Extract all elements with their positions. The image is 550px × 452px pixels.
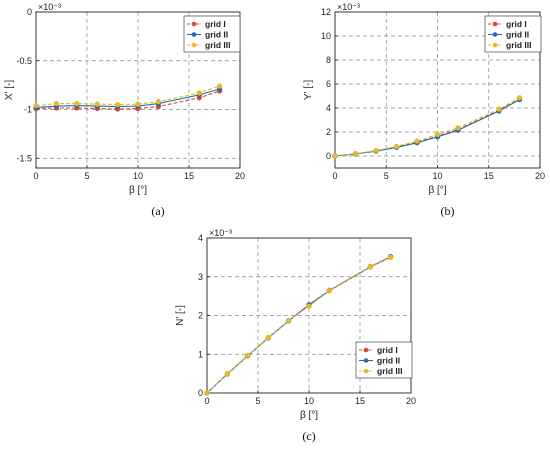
y-tick-label: 4 <box>198 233 203 243</box>
y-tick-label: 1 <box>198 349 203 359</box>
y-tick-label: 8 <box>326 55 331 65</box>
data-point <box>306 303 312 309</box>
y-tick-label: -0.5 <box>16 56 32 66</box>
data-point <box>216 83 223 89</box>
data-point <box>114 101 121 108</box>
legend-marker <box>492 42 498 48</box>
x-tick-label: 5 <box>255 396 260 406</box>
x-tick-label: 0 <box>332 171 337 181</box>
legend-marker <box>363 368 369 374</box>
y-exponent-label: ×10⁻³ <box>337 2 360 12</box>
legend-label: grid I <box>377 345 398 355</box>
y-tick-label: 12 <box>321 7 331 17</box>
panel-caption: (c) <box>302 429 315 443</box>
x-tick-label: 20 <box>535 171 545 181</box>
legend-marker <box>363 347 369 353</box>
data-point <box>196 90 202 96</box>
y-tick-label: 3 <box>198 272 203 282</box>
data-point <box>414 138 420 144</box>
data-point <box>155 99 162 105</box>
legend-label: grid II <box>205 30 228 40</box>
legend-marker <box>492 32 498 37</box>
data-point <box>285 317 292 324</box>
legend-label: grid III <box>506 40 532 50</box>
x-tick-label: 10 <box>432 171 442 181</box>
data-point <box>516 95 523 101</box>
y-tick-label: 10 <box>321 31 331 41</box>
data-point <box>387 254 394 261</box>
data-point <box>393 143 400 150</box>
legend-label: grid III <box>377 366 403 376</box>
x-tick-label: 0 <box>204 396 209 406</box>
legend-marker <box>191 21 197 27</box>
y-tick-label: 0 <box>326 151 331 161</box>
chart-a: 0 5 10 15 20 -1.5 -1 -0.5 0 ×10⁻³ β [°] X' [-] grid … <box>4 2 245 218</box>
y-tick-label: 4 <box>326 103 331 113</box>
y-tick-label: 6 <box>326 79 331 89</box>
data-point <box>135 101 141 107</box>
legend-marker <box>363 358 369 363</box>
x-tick-label: 20 <box>235 171 245 181</box>
data-point <box>245 352 251 359</box>
x-axis-label: β [°] <box>428 185 446 196</box>
series-line-3 <box>334 97 520 157</box>
series-line-1 <box>334 98 520 157</box>
data-point <box>455 125 461 131</box>
panel-caption: (a) <box>151 204 164 218</box>
data-point <box>74 101 80 107</box>
x-tick-label: 0 <box>33 171 38 181</box>
data-point <box>373 147 379 154</box>
y-tick-label: 2 <box>198 311 203 321</box>
data-point <box>265 334 271 341</box>
data-point <box>496 106 502 112</box>
x-tick-label: 15 <box>355 396 365 406</box>
legend-label: grid II <box>506 30 529 40</box>
x-tick-label: 10 <box>304 396 314 406</box>
y-axis-label: Y' [-] <box>303 80 314 100</box>
x-tick-label: 5 <box>84 171 89 181</box>
y-tick-label: -1.5 <box>16 153 32 163</box>
legend-label: grid II <box>377 356 400 366</box>
legend-label: grid I <box>205 19 226 29</box>
data-point <box>352 150 359 157</box>
legend-label: grid I <box>506 19 527 29</box>
y-axis-label: X' [-] <box>4 80 15 100</box>
data-point <box>33 102 39 109</box>
data-point <box>332 153 338 159</box>
y-tick-label: 0 <box>198 388 203 398</box>
data-point <box>224 370 231 377</box>
x-tick-label: 20 <box>406 396 416 406</box>
x-tick-label: 15 <box>184 171 194 181</box>
y-exponent-label: ×10⁻³ <box>209 228 232 238</box>
x-tick-label: 10 <box>133 171 143 181</box>
legend-marker <box>492 21 498 27</box>
legend-label: grid III <box>205 40 231 50</box>
legend-marker <box>191 42 197 48</box>
data-point <box>326 288 333 294</box>
y-tick-label: 2 <box>326 127 331 137</box>
y-axis-label: N' [-] <box>175 305 186 326</box>
x-axis-label: β [°] <box>129 185 147 196</box>
series-line-3 <box>35 85 220 107</box>
data-point <box>434 131 441 138</box>
panel-caption: (b) <box>441 204 455 218</box>
y-tick-label: -1 <box>24 105 32 115</box>
data-point <box>204 390 210 396</box>
data-point <box>367 264 373 270</box>
data-point <box>94 101 100 107</box>
legend-marker <box>191 32 197 37</box>
y-exponent-label: ×10⁻³ <box>38 2 61 12</box>
x-tick-label: 15 <box>484 171 494 181</box>
x-tick-label: 5 <box>384 171 389 181</box>
x-axis-label: β [°] <box>300 410 318 421</box>
y-tick-label: 0 <box>27 7 32 17</box>
data-point <box>53 101 60 107</box>
